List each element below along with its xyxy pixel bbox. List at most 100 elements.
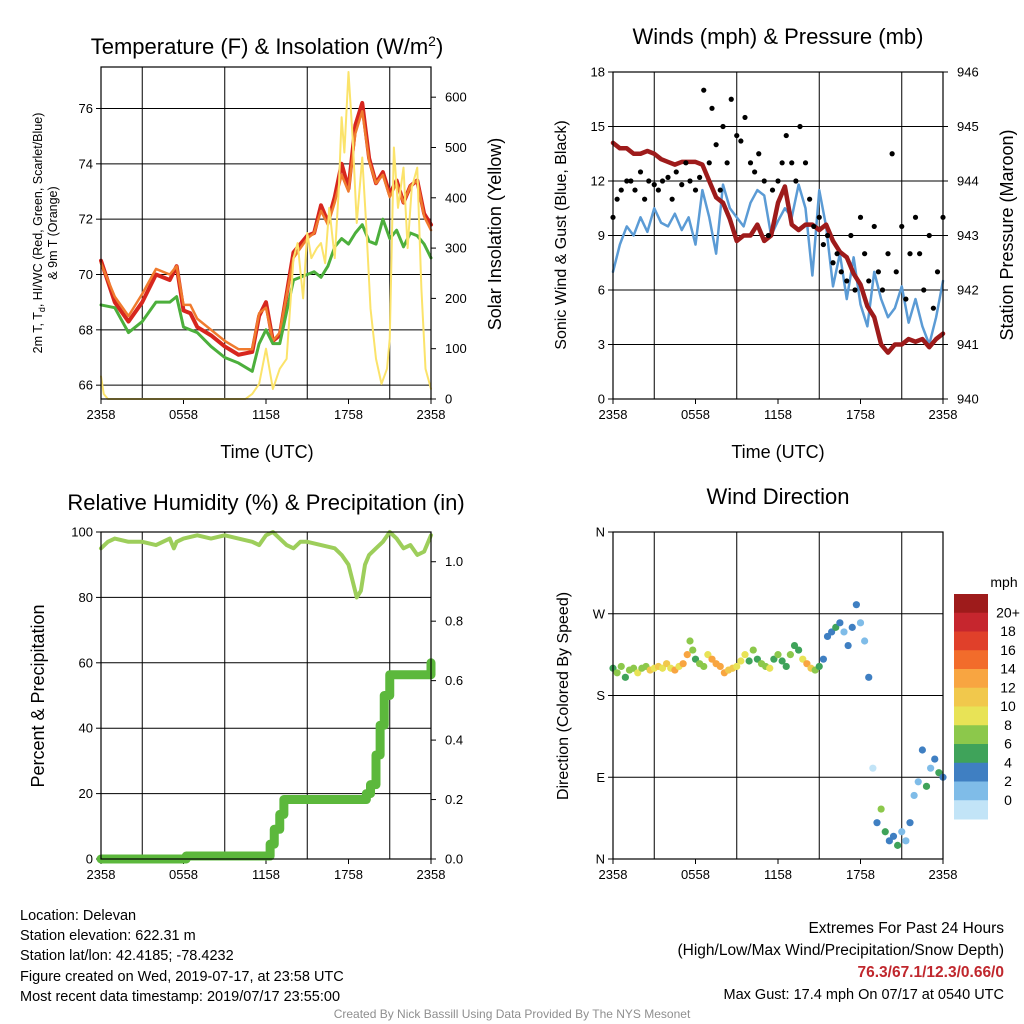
legend-swatch — [954, 706, 988, 726]
temperature-y2label: Solar Insolation (Yellow) — [485, 138, 505, 330]
extremes-legend: (High/Low/Max Wind/Precipitation/Snow De… — [677, 942, 1005, 959]
direction-point — [873, 819, 881, 827]
plot-frame — [100, 66, 432, 400]
y-tick-label: 72 — [79, 212, 93, 227]
gust-point — [646, 178, 652, 184]
gust-point — [816, 214, 822, 220]
winds-y2label: Station Pressure (Maroon) — [997, 129, 1017, 340]
legend-label: 6 — [1004, 736, 1012, 752]
direction-point — [848, 623, 856, 631]
plot-frame — [612, 71, 944, 400]
gust-point — [830, 260, 836, 266]
y-tick-label: 100 — [71, 525, 93, 540]
gust-point — [642, 196, 648, 202]
x-tick-label: 1158 — [252, 407, 280, 422]
max-gust-text: Max Gust: 17.4 mph On 07/17 at 0540 UTC — [723, 987, 1004, 1003]
direction-point — [621, 673, 629, 681]
gust-point — [926, 232, 932, 239]
gust-point — [665, 174, 671, 180]
direction-ylabel: Direction (Colored By Speed) — [555, 592, 572, 800]
gust-point — [838, 269, 844, 275]
legend-label: 14 — [1000, 661, 1016, 677]
legend-swatch — [954, 631, 988, 651]
gust-point — [765, 232, 771, 239]
y-tick-label: 60 — [79, 655, 93, 670]
y-tick-label: 74 — [79, 156, 93, 171]
y2-tick-label: 300 — [445, 241, 467, 256]
recent-data-text: Most recent data timestamp: 2019/07/17 2… — [20, 988, 341, 1005]
gust-point — [738, 138, 744, 144]
gust-point — [866, 278, 872, 284]
humidity-ylabel: Percent & Precipitation — [28, 604, 48, 787]
y-tick-label: 6 — [598, 283, 605, 298]
gust-point — [802, 160, 809, 166]
y-tick-label: N — [596, 852, 605, 867]
legend-swatch — [954, 594, 988, 614]
credit-text: Created By Nick Bassill Using Data Provi… — [333, 1007, 691, 1021]
direction-point — [836, 619, 844, 627]
direction-point — [766, 664, 774, 672]
station-info: Location: Delevan Station elevation: 622… — [20, 906, 344, 1007]
y-tick-label: 40 — [79, 721, 93, 736]
gust-point — [756, 151, 762, 157]
y2-tick-label: 0.8 — [445, 614, 463, 629]
x-tick-label: 1158 — [764, 407, 792, 422]
direction-point — [786, 651, 794, 659]
legend-swatch — [954, 781, 988, 801]
direction-point — [914, 778, 922, 786]
legend-label: 0 — [1004, 792, 1012, 808]
direction-point — [782, 662, 790, 671]
y-tick-label: 0 — [598, 392, 605, 407]
gust-point — [917, 251, 923, 257]
legend-label: 20+ — [996, 604, 1020, 620]
legend-swatch — [954, 762, 988, 782]
direction-point — [861, 637, 869, 645]
latlon-text: Station lat/lon: 42.4185; -78.4232 — [20, 948, 234, 965]
gust-point — [709, 105, 715, 111]
x-tick-label: 2358 — [599, 867, 628, 882]
gust-point — [903, 296, 909, 302]
y-tick-label: 68 — [79, 322, 93, 337]
direction-point — [889, 832, 898, 840]
legend-label: 4 — [1004, 754, 1012, 770]
gust-point — [893, 269, 899, 275]
x-tick-label: 1758 — [846, 867, 875, 882]
y2-tick-label: 500 — [445, 140, 467, 155]
x-tick-label: 1758 — [846, 407, 875, 422]
direction-point — [902, 837, 910, 845]
y2-tick-label: 1.0 — [445, 554, 463, 569]
gust-point — [724, 160, 730, 166]
location-text: Location: Delevan — [20, 908, 137, 924]
gust-point — [848, 232, 854, 239]
x-tick-label: 1158 — [252, 867, 280, 882]
y2-tick-label: 940 — [957, 392, 979, 407]
legend-swatch — [954, 725, 988, 745]
y-tick-label: 20 — [79, 786, 93, 801]
gust-point — [659, 178, 666, 184]
temperature-plot: 2358 0558 1158 1758 2358 66 68 70 72 74 76 0 100 200 3… — [79, 66, 467, 422]
legend-swatch — [954, 650, 988, 670]
direction-point — [700, 662, 708, 671]
gust-point — [687, 178, 693, 184]
legend-swatch — [954, 669, 988, 689]
legend-swatch — [954, 744, 988, 764]
x-tick-label: 2358 — [87, 867, 116, 882]
direction-point — [679, 660, 687, 668]
y-tick-label: S — [596, 688, 605, 703]
direction-point — [749, 646, 757, 654]
y2-tick-label: 0.2 — [445, 792, 463, 807]
winds-series-0 — [611, 183, 945, 346]
humidity-title: Relative Humidity (%) & Precipitation (i… — [67, 490, 464, 515]
plot-frame — [612, 531, 944, 860]
direction-point — [931, 755, 939, 763]
y-tick-label: 70 — [79, 267, 93, 282]
direction-point — [852, 601, 860, 609]
gust-point — [651, 182, 657, 188]
direction-point — [686, 637, 694, 645]
direction-point — [894, 841, 902, 849]
x-tick-label: 1758 — [334, 867, 363, 882]
gust-point — [921, 287, 927, 293]
y-tick-label: W — [593, 606, 606, 621]
x-tick-label: 1758 — [334, 407, 363, 422]
gust-point — [783, 132, 789, 139]
